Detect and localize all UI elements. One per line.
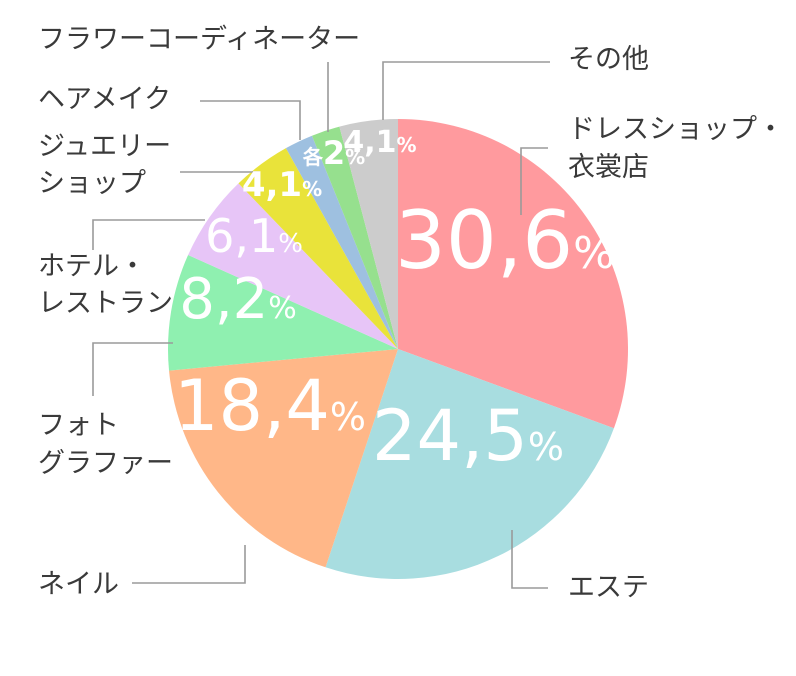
pie-slice	[188, 183, 398, 349]
category-label: ヘアメイク	[38, 84, 171, 115]
pie-slice	[238, 148, 398, 349]
slice-percent-label: 8,2%	[179, 267, 297, 332]
category-label: ドレスショップ・	[568, 114, 784, 145]
slice-percent-label: 18,4%	[174, 365, 366, 447]
pie-slice	[339, 119, 398, 349]
category-label: エステ	[568, 572, 649, 603]
category-label: ネイル	[38, 569, 119, 600]
leader-line	[132, 545, 246, 584]
category-label: 衣裳店	[568, 152, 649, 183]
category-label: フォト	[38, 410, 119, 441]
leader-line	[520, 147, 548, 215]
pie-slice	[311, 126, 398, 349]
leader-line	[511, 530, 548, 589]
pie-slice	[169, 349, 398, 568]
pie-slice	[168, 255, 398, 371]
slice-percent-label: 4,1%	[343, 125, 416, 160]
slice-percent-label: 30,6%	[395, 194, 615, 287]
category-label: その他	[568, 44, 649, 75]
category-label: ショップ	[38, 168, 146, 199]
pie-slice	[285, 135, 398, 349]
slice-percent-label: 24,5%	[372, 395, 564, 477]
slice-percent-label: 6,1%	[205, 209, 303, 263]
pie-slice	[398, 119, 629, 429]
category-label: フラワーコーディネーター	[38, 24, 360, 55]
leader-line	[92, 219, 205, 250]
pie-slice	[325, 349, 614, 579]
leader-line	[200, 100, 301, 140]
category-label: グラファー	[38, 448, 173, 479]
leader-line	[382, 61, 550, 120]
category-label: ホテル・	[38, 251, 146, 282]
slice-percent-label: 各2%	[302, 134, 365, 172]
category-label: レストラン	[38, 288, 173, 319]
leader-line	[92, 342, 173, 396]
category-label: ジュエリー	[38, 131, 171, 162]
slice-percent-label: 4,1%	[242, 165, 322, 205]
